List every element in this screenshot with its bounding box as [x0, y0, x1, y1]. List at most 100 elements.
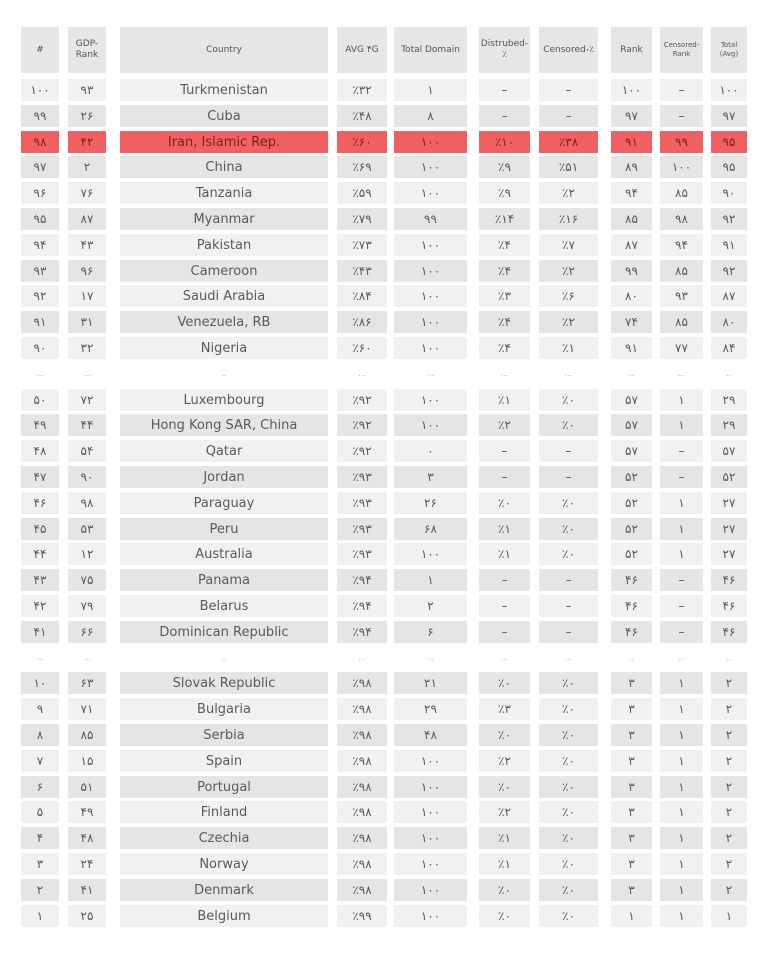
- censored-cell: ٪۰: [539, 389, 598, 411]
- censored-cell: ٪۱: [539, 337, 598, 359]
- disturbed-cell: ٪۴: [479, 311, 530, 333]
- censored-cell: ...: [564, 653, 573, 663]
- total-domain-cell: ۲: [394, 595, 467, 617]
- total-domain-cell: ۶: [394, 621, 467, 643]
- avg-4g-cell: ٪۹۳: [337, 466, 387, 488]
- country-cell: Paraguay: [120, 492, 328, 514]
- censored-rank-cell: ۱: [660, 879, 703, 901]
- disturbed-cell: ٪۱: [479, 389, 530, 411]
- avg-4g-cell: ٪۸۴: [337, 285, 387, 307]
- total-domain-cell: ۱: [394, 79, 467, 101]
- gdp-rank-cell: GDP- Rank: [68, 27, 106, 73]
- table-row: ۵۰ ۷۲ Luxembourg ٪۹۲ ۱۰۰ ٪۱ ٪۰ ۵۷ ۱ ۲۹: [0, 389, 768, 411]
- table-row: ۸ ۸۵ Serbia ٪۹۸ ۴۸ ٪۰ ٪۰ ۳ ۱ ۲: [0, 724, 768, 746]
- table-row: ۹۱ ۳۱ Venezuela, RB ٪۸۶ ۱۰۰ ٪۴ ٪۲ ۷۴ ۸۵ ۸۰: [0, 311, 768, 333]
- censored-rank-cell: ۱: [660, 414, 703, 436]
- number-cell: ۹۳: [21, 260, 59, 282]
- censored-cell: –: [539, 466, 598, 488]
- disturbed-cell: ٪۱: [479, 518, 530, 540]
- censored-rank-cell: ۱: [660, 698, 703, 720]
- censored-rank-cell: ۱: [660, 801, 703, 823]
- total-domain-cell: ۶۸: [394, 518, 467, 540]
- avg-4g-cell: ٪۷۹: [337, 208, 387, 230]
- total-avg-cell: ۲۹: [711, 389, 747, 411]
- total-avg-cell: ..: [726, 653, 732, 663]
- censored-rank-cell: ۱: [660, 905, 703, 927]
- country-cell: Belarus: [120, 595, 328, 617]
- censored-cell: ٪۰: [539, 672, 598, 694]
- total-avg-cell: ۹۱: [711, 234, 747, 256]
- table-row: ۱۰ ۶۳ Slovak Republic ٪۹۸ ۲۱ ٪۰ ٪۰ ۳ ۱ ۲: [0, 672, 768, 694]
- total-domain-cell: ۰: [394, 440, 467, 462]
- number-cell: ۵: [21, 801, 59, 823]
- total-avg-cell: ..: [726, 369, 732, 379]
- avg-4g-cell: ٪۹۴: [337, 569, 387, 591]
- number-cell: ...: [36, 653, 44, 663]
- total-domain-cell: ۱۰۰: [394, 182, 467, 204]
- gdp-rank-cell: ۹۰: [68, 466, 106, 488]
- total-avg-cell: ۹۰: [711, 182, 747, 204]
- disturbed-cell: ٪۹: [479, 156, 530, 178]
- rank-cell: ۳: [611, 801, 652, 823]
- censored-cell: Censored-٪: [539, 27, 598, 73]
- censored-cell: ٪۱۶: [539, 208, 598, 230]
- censored-cell: –: [539, 79, 598, 101]
- table-row: ۴۱ ۶۶ Dominican Republic ٪۹۴ ۶– –۴۶–۴۶: [0, 621, 768, 643]
- country-cell: Norway: [120, 853, 328, 875]
- total-domain-cell: ۱۰۰: [394, 776, 467, 798]
- censored-cell: ٪۲: [539, 182, 598, 204]
- disturbed-cell: ٪۴: [479, 337, 530, 359]
- table-row: ۹۲ ۱۷ Saudi Arabia ٪۸۴ ۱۰۰ ٪۳ ٪۶ ۸۰ ۹۳ ۸۷: [0, 285, 768, 307]
- rank-cell: ۳: [611, 827, 652, 849]
- total-avg-cell: ۲: [711, 801, 747, 823]
- avg-4g-cell: ٪۹۲: [337, 414, 387, 436]
- disturbed-cell: –: [479, 79, 530, 101]
- total-avg-cell: ۵۷: [711, 440, 747, 462]
- censored-rank-cell: –: [660, 466, 703, 488]
- number-cell: ۱۰۰: [21, 79, 59, 101]
- censored-rank-cell: –: [660, 569, 703, 591]
- total-avg-cell: ۲: [711, 776, 747, 798]
- rank-cell: ۷۴: [611, 311, 652, 333]
- disturbed-cell: –: [479, 466, 530, 488]
- table-row: ۵ ۴۹ Finland ٪۹۸ ۱۰۰ ٪۲ ٪۰ ۳ ۱ ۲: [0, 801, 768, 823]
- disturbed-cell: ٪۲: [479, 414, 530, 436]
- country-cell: Denmark: [120, 879, 328, 901]
- country-cell: Iran, Islamic Rep.: [120, 131, 328, 153]
- gdp-rank-cell: ۴۸: [68, 827, 106, 849]
- censored-rank-cell: –: [660, 595, 703, 617]
- table-row: ۱ ۲۵ Belgium ٪۹۹ ۱۰۰ ٪۰ ٪۰ ۱ ۱ ۱: [0, 905, 768, 927]
- censored-cell: ٪۲: [539, 311, 598, 333]
- avg-4g-cell: ٪۹۳: [337, 492, 387, 514]
- total-domain-cell: ۱۰۰: [394, 414, 467, 436]
- total-avg-cell: ۸۴: [711, 337, 747, 359]
- censored-cell: ٪۰: [539, 879, 598, 901]
- total-domain-cell: ...: [426, 369, 435, 379]
- total-domain-cell: ۱۰۰: [394, 905, 467, 927]
- rank-cell: ۵۲: [611, 518, 652, 540]
- avg-4g-cell: AVG ۴G: [337, 27, 387, 73]
- gdp-rank-cell: ۲۵: [68, 905, 106, 927]
- gdp-rank-cell: ۹۸: [68, 492, 106, 514]
- table-row: ۹ ۷۱ Bulgaria ٪۹۸ ۲۹ ٪۳ ٪۰ ۳ ۱ ۲: [0, 698, 768, 720]
- total-avg-cell: ۱۰۰: [711, 79, 747, 101]
- avg-4g-cell: ٪۹۸: [337, 698, 387, 720]
- table-header: # GDP- Rank Country AVG ۴G Total Domain Distr…: [0, 27, 768, 73]
- gdp-rank-cell: ۲: [68, 156, 106, 178]
- gdp-rank-cell: ۳۲: [68, 337, 106, 359]
- disturbed-cell: ٪۱: [479, 543, 530, 565]
- rank-cell: ۵۲: [611, 466, 652, 488]
- total-domain-cell: ۱۰۰: [394, 337, 467, 359]
- gdp-rank-cell: ۱۷: [68, 285, 106, 307]
- total-domain-cell: ۱۰۰: [394, 827, 467, 849]
- number-cell: ۹۲: [21, 285, 59, 307]
- avg-4g-cell: ٪۸۶: [337, 311, 387, 333]
- censored-rank-cell: ۹۹: [660, 131, 703, 153]
- avg-4g-cell: ٪۹۳: [337, 543, 387, 565]
- rank-cell: ۵۷: [611, 440, 652, 462]
- total-avg-cell: ۲۷: [711, 492, 747, 514]
- number-cell: ۴۸: [21, 440, 59, 462]
- censored-cell: –: [539, 569, 598, 591]
- total-domain-cell: ۲۱: [394, 672, 467, 694]
- avg-4g-cell: ٪۹۹: [337, 905, 387, 927]
